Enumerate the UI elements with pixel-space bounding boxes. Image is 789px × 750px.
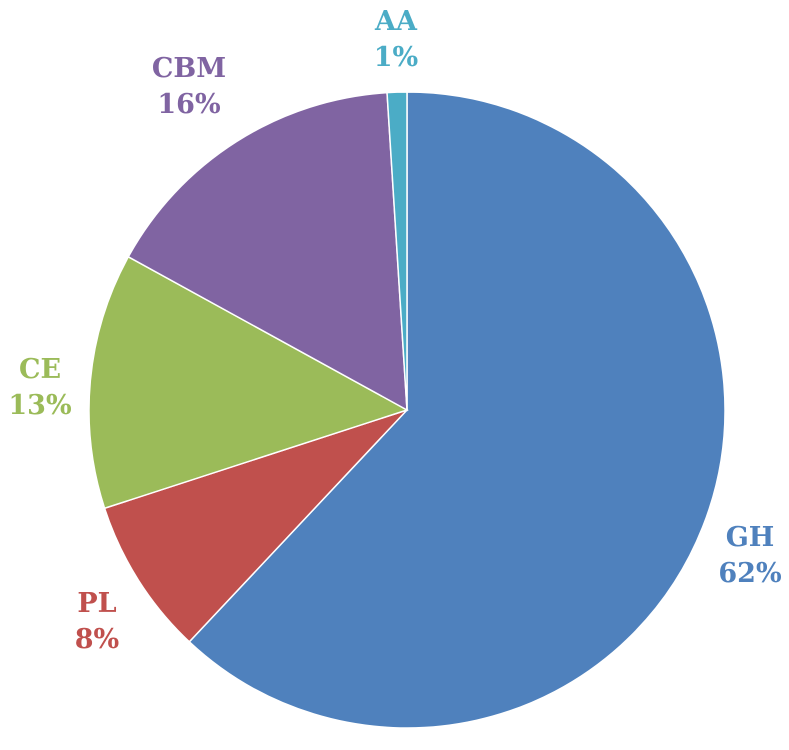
pie-slices [88, 91, 726, 729]
slice-name-label-pl: PL [77, 588, 116, 619]
slice-name-label-gh: GH [726, 522, 775, 553]
slice-name-label-ce: CE [19, 354, 61, 385]
pie-slice-ce [88, 255, 409, 510]
slice-percent-label-aa: 1% [374, 42, 418, 73]
slice-percent-label-gh: 62% [718, 558, 781, 589]
pie-slice-aa [386, 91, 408, 411]
pie-slice-pl [103, 409, 408, 643]
pie-slice-cbm [127, 91, 408, 412]
pie-labels: GH 62% PL 8% CE 13% CBM 16% AA 1% [8, 6, 781, 655]
slice-name-label-aa: AA [374, 6, 418, 37]
pie-slice-gh [188, 91, 726, 729]
slice-percent-label-cbm: 16% [157, 89, 220, 120]
slice-name-label-cbm: CBM [152, 53, 226, 84]
slice-percent-label-pl: 8% [75, 624, 119, 655]
slice-percent-label-ce: 13% [8, 390, 71, 421]
